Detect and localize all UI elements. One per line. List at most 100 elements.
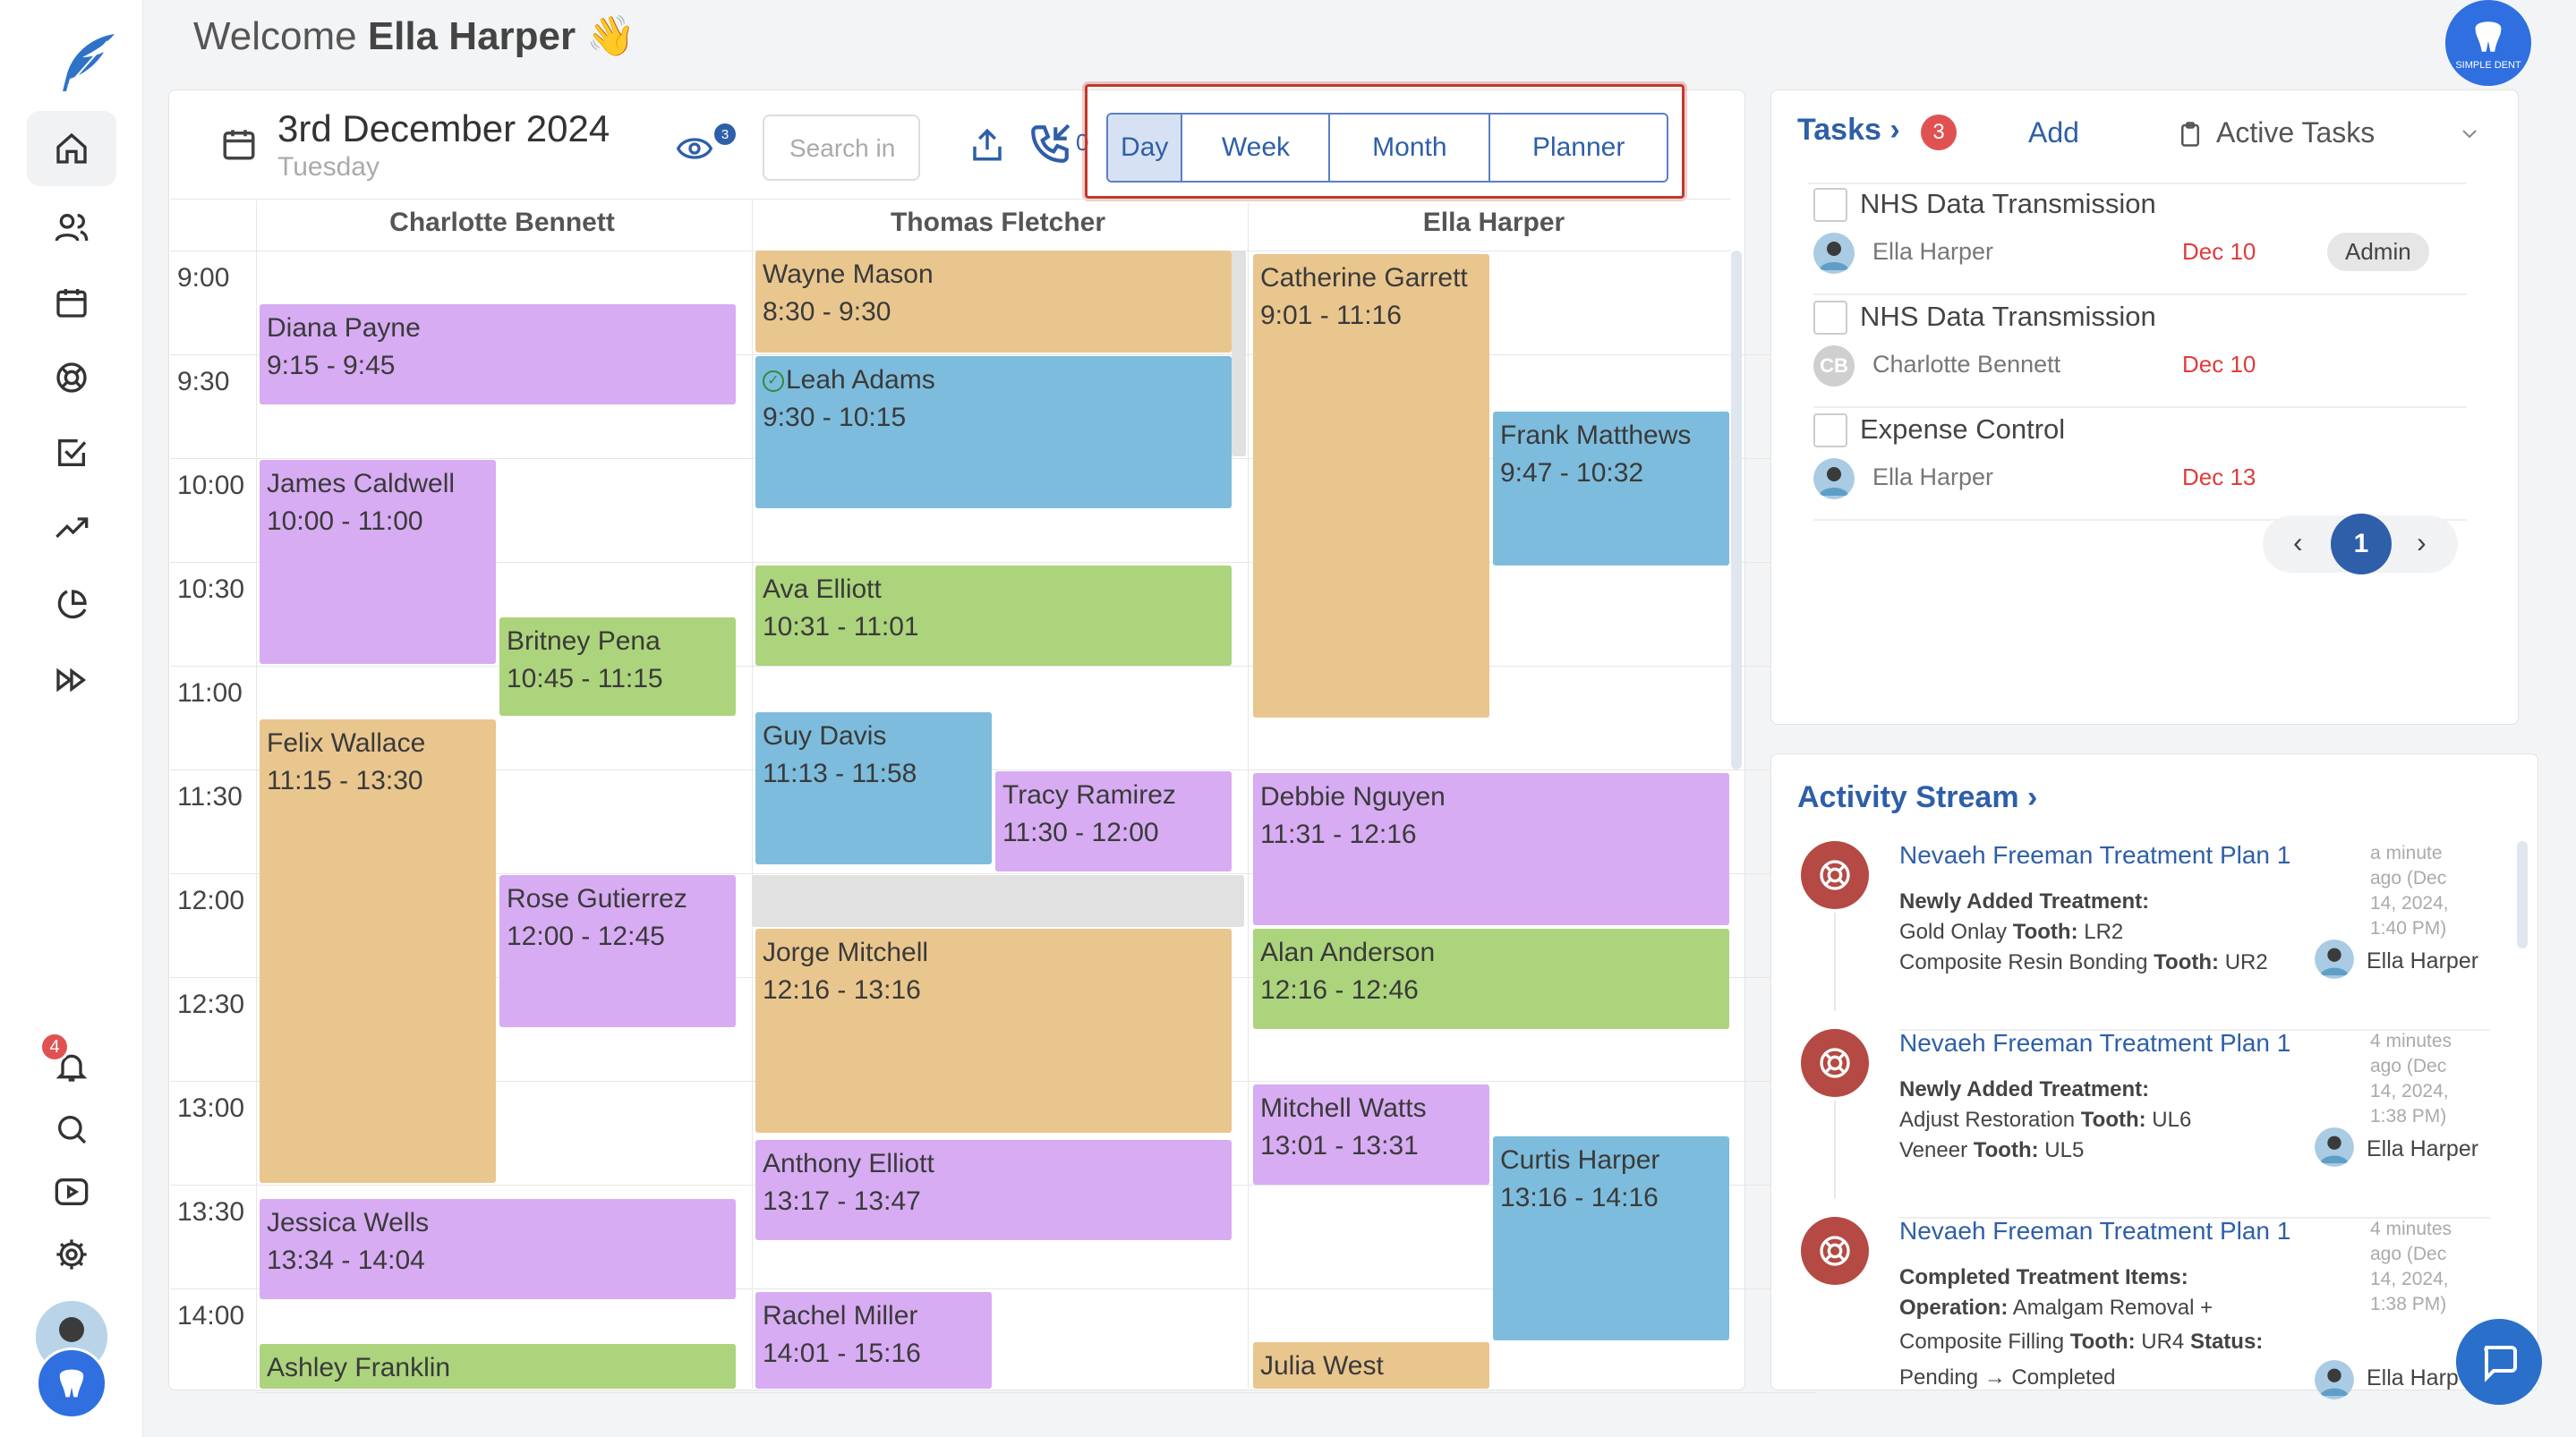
chat-support-button[interactable] bbox=[2456, 1319, 2542, 1405]
nav-home[interactable] bbox=[27, 111, 116, 186]
activity-user: Ella Harp bbox=[2367, 1365, 2459, 1390]
calendar-date-icon[interactable] bbox=[220, 125, 258, 163]
phone-incoming-icon[interactable] bbox=[1028, 122, 1072, 166]
share-upload-icon[interactable] bbox=[968, 123, 1006, 166]
welcome-user-name: Ella Harper bbox=[367, 14, 576, 58]
timeline-connector bbox=[1834, 913, 1836, 1011]
nav-fast-forward[interactable] bbox=[27, 642, 116, 718]
appointment-card[interactable]: Ava Elliott 10:31 - 11:01 bbox=[755, 565, 1232, 666]
calendar-date[interactable]: 3rd December 2024 bbox=[277, 107, 610, 149]
welcome-heading: Welcome Ella Harper 👋 bbox=[193, 13, 635, 59]
time-slot-label: 11:30 bbox=[177, 782, 243, 812]
grid-column-line bbox=[1248, 200, 1249, 1389]
activity-title-link[interactable]: Nevaeh Freeman Treatment Plan 1 bbox=[1899, 841, 2291, 869]
header-divider bbox=[170, 199, 1731, 200]
task-checkbox[interactable] bbox=[1813, 188, 1847, 222]
task-name: NHS Data Transmission bbox=[1860, 301, 2156, 332]
activity-line: Pending → Completed bbox=[1899, 1365, 2116, 1390]
nav-notifications[interactable] bbox=[27, 1029, 116, 1104]
trending-up-icon bbox=[55, 517, 89, 539]
task-filter-select[interactable]: Active Tasks bbox=[2216, 116, 2376, 149]
activity-stream-title-link[interactable]: Activity Stream › bbox=[1797, 780, 2038, 814]
nav-reports[interactable] bbox=[27, 567, 116, 642]
task-assignee: Charlotte Bennett bbox=[1872, 351, 2061, 378]
calendar-search-input[interactable]: Search in bbox=[763, 115, 920, 181]
view-week-button[interactable]: Week bbox=[1182, 115, 1331, 181]
tooth-icon bbox=[59, 1369, 84, 1398]
notification-count-badge: 4 bbox=[39, 1032, 70, 1062]
wave-emoji: 👋 bbox=[586, 14, 636, 58]
bell-icon bbox=[55, 1054, 88, 1082]
nav-search[interactable] bbox=[27, 1092, 116, 1167]
appointment-card[interactable]: Tracy Ramirez 11:30 - 12:00 bbox=[995, 771, 1232, 872]
task-assignee: Ella Harper bbox=[1872, 463, 1994, 490]
activity-separator bbox=[1899, 1029, 2490, 1031]
nav-tasks[interactable] bbox=[27, 415, 116, 490]
appointment-card[interactable]: Rose Gutierrez 12:00 - 12:45 bbox=[499, 875, 736, 1027]
timeline-connector bbox=[1834, 1101, 1836, 1199]
activity-title-link[interactable]: Nevaeh Freeman Treatment Plan 1 bbox=[1899, 1217, 2291, 1245]
activity-panel bbox=[1770, 753, 2538, 1390]
appointment-card[interactable]: Frank Matthews 9:47 - 10:32 bbox=[1493, 412, 1729, 565]
view-day-button[interactable]: Day bbox=[1108, 115, 1183, 181]
appointment-card[interactable]: Jessica Wells 13:34 - 14:04 bbox=[260, 1199, 736, 1299]
pie-chart-icon bbox=[57, 590, 87, 619]
feather-logo-icon[interactable] bbox=[55, 30, 120, 95]
grid-column-line bbox=[256, 200, 257, 1389]
video-play-icon bbox=[55, 1178, 89, 1205]
appointment-card[interactable]: Curtis Harper 13:16 - 14:16 bbox=[1493, 1136, 1729, 1340]
view-planner-button[interactable]: Planner bbox=[1490, 115, 1667, 181]
appointment-card[interactable]: Alan Anderson 12:16 - 12:46 bbox=[1253, 929, 1729, 1029]
appointment-card[interactable]: Guy Davis 11:13 - 11:58 bbox=[755, 712, 992, 864]
welcome-prefix: Welcome bbox=[193, 14, 357, 58]
task-checkbox[interactable] bbox=[1813, 413, 1847, 447]
activity-title-link[interactable]: Nevaeh Freeman Treatment Plan 1 bbox=[1899, 1029, 2291, 1057]
chevron-down-icon[interactable] bbox=[2456, 123, 2483, 145]
nav-videos[interactable] bbox=[27, 1154, 116, 1229]
appointment-card[interactable]: James Caldwell 10:00 - 11:00 bbox=[260, 460, 496, 664]
appointment-card[interactable]: Jorge Mitchell 12:16 - 13:16 bbox=[755, 929, 1232, 1133]
view-month-button[interactable]: Month bbox=[1330, 115, 1491, 181]
nav-support[interactable] bbox=[27, 340, 116, 415]
grid-hour-line bbox=[170, 1288, 1731, 1289]
appointment-card[interactable]: Diana Payne 9:15 - 9:45 bbox=[260, 304, 736, 404]
nav-settings[interactable] bbox=[27, 1217, 116, 1292]
appointment-card[interactable]: ✓ Leah Adams 9:30 - 10:15 bbox=[755, 356, 1232, 508]
practice-switcher-logo[interactable] bbox=[36, 1348, 107, 1419]
appointment-card[interactable]: Felix Wallace 11:15 - 13:30 bbox=[260, 719, 496, 1183]
task-assignee: Ella Harper bbox=[1872, 238, 1994, 265]
tasks-title-link[interactable]: Tasks › bbox=[1797, 113, 1900, 147]
activity-scrollbar[interactable] bbox=[2517, 841, 2528, 948]
time-slot-label: 13:00 bbox=[177, 1093, 245, 1123]
appointment-card[interactable]: Debbie Nguyen 11:31 - 12:16 bbox=[1253, 773, 1729, 925]
nav-analytics[interactable] bbox=[27, 490, 116, 565]
appointment-card[interactable]: Ashley Franklin bbox=[260, 1344, 736, 1389]
time-slot-label: 9:30 bbox=[177, 367, 230, 396]
appointment-card[interactable]: Anthony Elliott 13:17 - 13:47 bbox=[755, 1140, 1232, 1240]
activity-line: Operation: Amalgam Removal + bbox=[1899, 1296, 2213, 1320]
appointment-card[interactable]: Rachel Miller 14:01 - 15:16 bbox=[755, 1292, 992, 1389]
task-separator bbox=[1813, 406, 2467, 408]
task-name: Expense Control bbox=[1860, 413, 2066, 445]
treatment-plan-icon bbox=[1801, 1029, 1869, 1097]
add-task-button[interactable]: Add bbox=[2028, 116, 2079, 149]
calendar-view-switcher: Day Week Month Planner bbox=[1106, 113, 1668, 183]
time-slot-label: 13:30 bbox=[177, 1197, 245, 1227]
eye-icon[interactable] bbox=[675, 131, 714, 166]
column-header-charlotte: Charlotte Bennett bbox=[389, 208, 615, 237]
appointment-card[interactable]: Julia West bbox=[1253, 1342, 1489, 1389]
appointment-card[interactable]: Catherine Garrett 9:01 - 11:16 bbox=[1253, 254, 1489, 718]
brand-logo[interactable]: SIMPLE DENT bbox=[2445, 0, 2531, 86]
appointment-card[interactable]: Wayne Mason 8:30 - 9:30 bbox=[755, 251, 1232, 353]
activity-line: Adjust Restoration Tooth: UL6 bbox=[1899, 1108, 2192, 1132]
prev-page-button[interactable]: ‹ bbox=[2293, 526, 2303, 558]
next-page-button[interactable]: › bbox=[2417, 526, 2427, 558]
current-page-button[interactable]: 1 bbox=[2331, 514, 2392, 574]
nav-calendar[interactable] bbox=[27, 265, 116, 340]
task-checkbox[interactable] bbox=[1813, 301, 1847, 335]
nav-patients[interactable] bbox=[27, 190, 116, 265]
appointment-card[interactable]: Britney Pena 10:45 - 11:15 bbox=[499, 617, 736, 716]
time-slot-label: 14:00 bbox=[177, 1301, 245, 1331]
calendar-scrollbar[interactable] bbox=[1731, 251, 1742, 770]
appointment-card[interactable]: Mitchell Watts 13:01 - 13:31 bbox=[1253, 1084, 1489, 1185]
